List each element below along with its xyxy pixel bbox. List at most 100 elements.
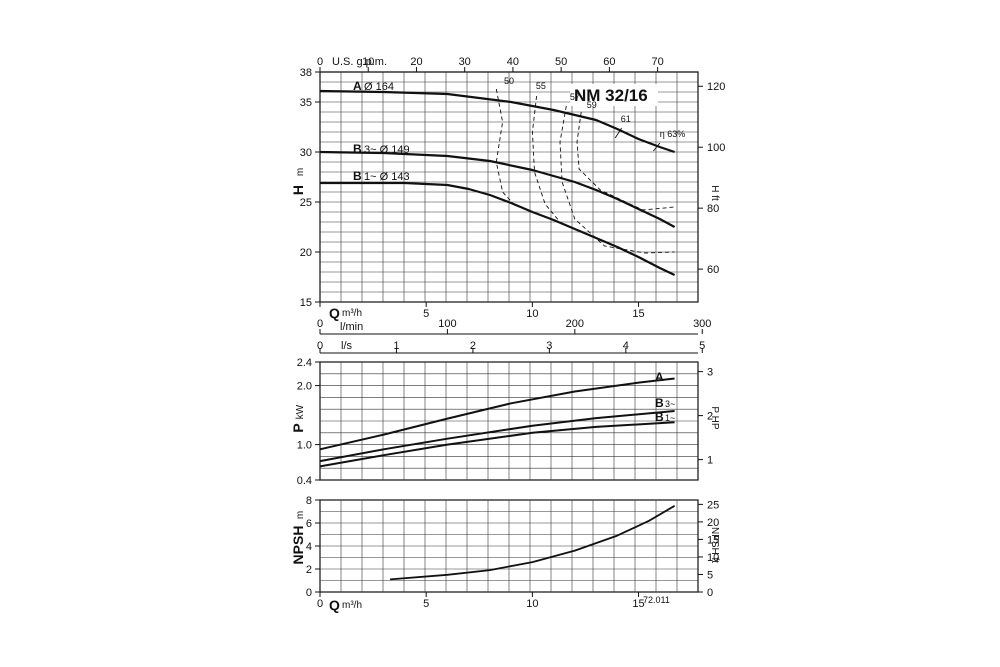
x-tick-label: 5 — [423, 598, 429, 610]
y2-tick-label: 120 — [707, 81, 725, 93]
ls-tick-label: 1 — [393, 340, 399, 352]
npsh-curve — [390, 505, 676, 581]
lmin-axis-label: l/min — [340, 321, 363, 333]
y-tick-label: 1.0 — [297, 440, 312, 452]
curve-label: A — [353, 79, 362, 93]
ls-tick-label: 2 — [470, 340, 476, 352]
y-axis-unit: m — [295, 168, 306, 176]
y-tick-label: 4 — [306, 541, 312, 553]
y-tick-label: 6 — [306, 518, 312, 530]
efficiency-label: 59 — [587, 100, 597, 110]
y2-tick-label: 3 — [707, 367, 713, 379]
code-label: 72.011 — [643, 595, 670, 605]
x-tick-label: 0 — [317, 598, 323, 610]
y2-axis-label: NPSH ft — [709, 527, 720, 563]
x-tick-label: 15 — [632, 308, 644, 320]
y-tick-label: 25 — [300, 197, 312, 209]
y-axis-unit: kW — [295, 404, 306, 419]
y-tick-label: 38 — [300, 67, 312, 79]
head-curve-b-2 — [320, 181, 676, 276]
y2-tick-label: 2 — [707, 411, 713, 423]
y-tick-label: 0.4 — [297, 475, 312, 487]
ls-tick-label: 0 — [317, 340, 323, 352]
top-tick-label: 50 — [555, 56, 567, 68]
title-box — [570, 84, 658, 106]
curve-label: B — [353, 169, 362, 183]
curve-note: 3~ Ø 149 — [364, 144, 410, 156]
top-tick-label: 30 — [459, 56, 471, 68]
y2-tick-label: 0 — [707, 587, 713, 599]
y2-tick-label: 80 — [707, 203, 719, 215]
power-curve-1 — [319, 410, 675, 463]
y2-tick-label: 100 — [707, 142, 725, 154]
x-axis-label: Q — [329, 305, 340, 321]
npsh-chart: 0 2 4 6 8 0 5 10 15 20 25 0 5 10 15 NPSH m NPSH ft Q m³/h — [290, 495, 720, 613]
efficiency-label: 55 — [536, 81, 546, 91]
lmin-tick-label: 100 — [438, 318, 456, 330]
lmin-tick-label: 200 — [566, 318, 584, 330]
x-tick-label: 5 — [423, 308, 429, 320]
top-tick-label: 60 — [603, 56, 615, 68]
curve-label: B — [353, 142, 362, 156]
y-tick-label: 15 — [300, 297, 312, 309]
curve-note: 1~ — [665, 413, 675, 423]
lmin-tick-label: 300 — [693, 318, 711, 330]
top-tick-label: 70 — [651, 56, 663, 68]
efficiency-curve — [559, 105, 675, 254]
x-axis-unit: m³/h — [342, 308, 362, 319]
top-tick-label: 10 — [362, 56, 374, 68]
x-tick-label: 10 — [526, 308, 538, 320]
curve-label: B — [655, 410, 664, 424]
ls-tick-label: 4 — [623, 340, 629, 352]
curve-note: Ø 164 — [364, 81, 394, 93]
y-axis-label: NPSH — [290, 526, 306, 565]
efficiency-curve — [653, 142, 661, 152]
lmin-tick-label: 0 — [317, 318, 323, 330]
y-axis-unit: m — [295, 511, 306, 519]
y2-tick-label: 15 — [707, 534, 719, 546]
y2-tick-label: 20 — [707, 517, 719, 529]
head-curve-a-0 — [319, 89, 675, 154]
top-tick-label: 40 — [507, 56, 519, 68]
y-axis-label: P — [290, 423, 306, 432]
y-tick-label: 2 — [306, 564, 312, 576]
efficiency-label: 57 — [570, 92, 580, 102]
x-axis-label: Q — [329, 597, 340, 613]
ls-tick-label: 5 — [699, 340, 705, 352]
y-tick-label: 2.0 — [297, 381, 312, 393]
ls-tick-label: 3 — [546, 340, 552, 352]
y-tick-label: 20 — [300, 247, 312, 259]
x-tick-label: 15 — [632, 598, 644, 610]
y2-tick-label: 25 — [707, 499, 719, 511]
efficiency-label: 61 — [621, 114, 631, 124]
curve-label: B — [655, 396, 664, 410]
efficiency-curve — [576, 111, 675, 211]
head-curve-b-1 — [319, 150, 676, 228]
curve-note: 3~ — [665, 399, 675, 409]
ls-axis-label: l/s — [341, 340, 353, 352]
y-axis-label: H — [290, 185, 306, 195]
top-axis-label: U.S. g.p.m. — [332, 56, 387, 68]
chart-title: NM 32/16 — [574, 86, 648, 105]
y2-tick-label: 5 — [707, 569, 713, 581]
efficiency-curve — [531, 95, 561, 223]
y-tick-label: 2.4 — [297, 357, 312, 369]
x-axis-unit: m³/h — [342, 600, 362, 611]
flow-axes: 0 100 200 300 l/min 0 1 2 3 4 5 l/s — [317, 318, 711, 354]
y2-axis-label: P HP — [709, 406, 720, 429]
efficiency-curve — [495, 88, 516, 207]
efficiency-label: η 63% — [660, 129, 686, 139]
power-curve-0 — [319, 377, 675, 451]
y2-tick-label: 60 — [707, 264, 719, 276]
power-curve-2 — [319, 421, 675, 468]
y-tick-label: 8 — [306, 495, 312, 507]
curve-note: 1~ Ø 143 — [364, 171, 410, 183]
efficiency-label: 50 — [504, 76, 514, 86]
top-tick-label: 0 — [317, 56, 323, 68]
top-tick-label: 20 — [410, 56, 422, 68]
y2-tick-label: 10 — [707, 552, 719, 564]
x-tick-label: 10 — [526, 598, 538, 610]
y2-axis-label: H ft — [709, 185, 720, 201]
